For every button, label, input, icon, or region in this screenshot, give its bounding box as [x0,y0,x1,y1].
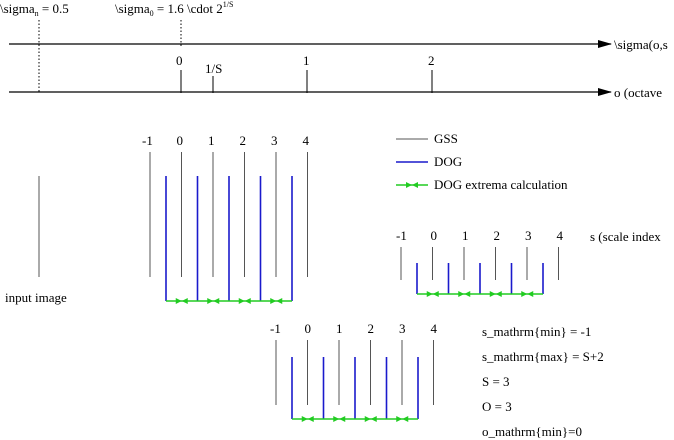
scale-index-label: 2 [240,133,247,148]
scale-index-label: 4 [557,228,564,243]
scale-index-label: -1 [142,133,153,148]
equation: s_mathrm{max} = S+2 [482,349,604,364]
extrema-marker [339,416,346,422]
scale-index-label: -1 [396,228,407,243]
scale-index-label: 1 [462,228,469,243]
sigma-0-label: \sigma0 = 1.6 \cdot 21/S [115,0,233,18]
scale-index-label: 0 [177,133,184,148]
extrema-marker [426,291,433,297]
sigma-n-subscript: n [35,9,39,18]
equation: O = 3 [482,399,512,414]
sigma-0-superscript: 1/S [223,0,234,9]
extrema-marker [175,298,182,304]
octave-tick-label: 2 [428,53,435,68]
scale-index-label: s (scale index [590,229,661,244]
extrema-marker [301,416,308,422]
extrema-marker [270,298,277,304]
extrema-marker [181,298,188,304]
scale-index-label: 1 [336,321,343,336]
octave-tick-label: 0 [176,53,183,68]
extrema-marker [396,416,403,422]
extrema-marker [276,298,283,304]
extrema-marker [370,416,377,422]
input-image-label: input image [5,290,67,305]
extrema-marker [238,298,245,304]
extrema-marker [521,291,528,297]
equation: o_mathrm{min}=0 [482,424,582,439]
extrema-marker [458,291,465,297]
sigma-0-base: \sigma [115,1,150,16]
scale-index-label: 4 [303,133,310,148]
sigma-0-subscript: 0 [150,9,154,18]
scale-index-label: -1 [270,321,281,336]
extrema-marker [489,291,496,297]
sigma-0-value: = 1.6 \cdot 2 [154,1,223,16]
octave-tick-label: 1 [303,53,310,68]
sigma-n-value: = 0.5 [39,1,69,16]
legend-gss-label: GSS [434,131,458,146]
sigma-n-base: \sigma [0,1,35,16]
scale-index-label: 2 [494,228,501,243]
extrema-marker [207,298,214,304]
sigma-n-label: \sigman = 0.5 [0,1,69,18]
extrema-marker [495,291,502,297]
extrema-marker [333,416,340,422]
extrema-marker [364,416,371,422]
octave-axis-label: o (octave [614,85,662,100]
legend-extrema-marker [406,182,418,188]
scale-index-label: 0 [431,228,438,243]
equation: S = 3 [482,374,510,389]
scale-index-label: 4 [431,321,438,336]
scale-index-label: 2 [368,321,375,336]
legend-dog-label: DOG [434,154,462,169]
extrema-marker [307,416,314,422]
equation: s_mathrm{min} = -1 [482,324,591,339]
extrema-marker [213,298,220,304]
scale-index-label: 1 [208,133,215,148]
extrema-marker [527,291,534,297]
sigma-axis-label: \sigma(o,s [614,37,668,52]
legend-extrema-label: DOG extrema calculation [434,177,568,192]
extrema-marker [402,416,409,422]
octave-tick-label: 1/S [205,61,222,76]
extrema-marker [464,291,471,297]
scale-index-label: 0 [305,321,312,336]
scale-index-label: 3 [271,133,278,148]
extrema-marker [432,291,439,297]
scale-index-label: 3 [525,228,532,243]
scale-index-label: 3 [399,321,406,336]
extrema-marker [244,298,251,304]
octave-groups: -1 0 1 2 3 4 -1 0 1 2 3 4 -1 0 1 2 3 4 [142,133,564,422]
